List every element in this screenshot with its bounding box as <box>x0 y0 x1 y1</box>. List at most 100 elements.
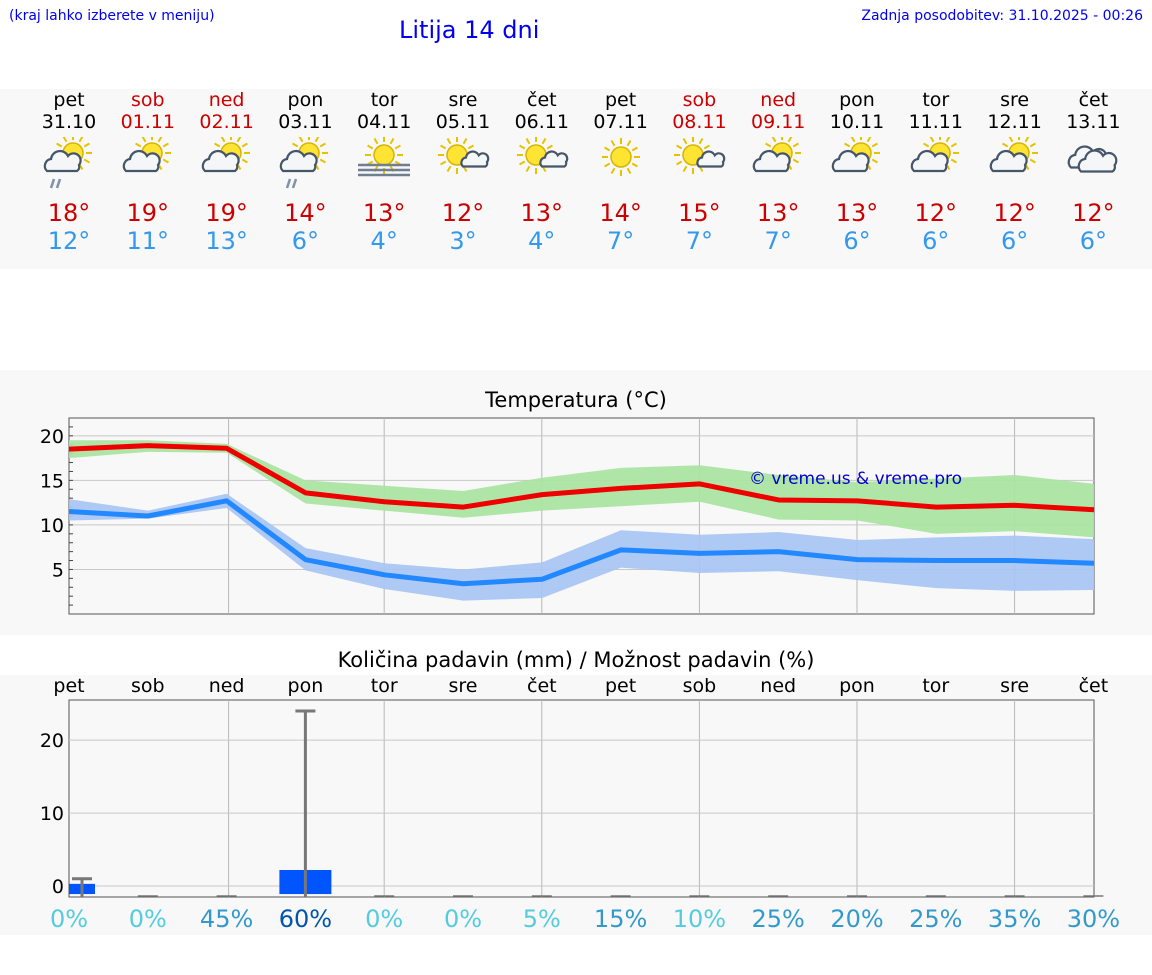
sun-fog-icon <box>354 136 414 197</box>
category-label: sre <box>1000 675 1029 697</box>
category-label: čet <box>1079 675 1109 697</box>
y-tick-label: 10 <box>40 803 64 825</box>
day-date: 31.10 <box>41 111 97 133</box>
temp-max: 12° <box>914 199 958 227</box>
day-date: 06.11 <box>514 111 569 133</box>
day-name: tor <box>370 89 398 111</box>
plot-area <box>68 699 1095 898</box>
day-name: tor <box>922 89 950 111</box>
sun-cloud-icon <box>985 134 1045 197</box>
precip-probability: 0% <box>129 905 167 933</box>
temperature-chart-title: Temperatura (°C) <box>485 388 667 412</box>
sun-small-cloud-icon <box>433 136 493 197</box>
precip-probability: 5% <box>523 905 561 933</box>
precip-probability: 0% <box>444 905 482 933</box>
category-label: pet <box>605 675 636 697</box>
series-min-line <box>68 498 1095 587</box>
series-max-line <box>68 443 1095 513</box>
day-date: 03.11 <box>278 111 333 133</box>
temp-max: 15° <box>678 199 721 227</box>
sun-cloud-icon <box>197 134 257 197</box>
day-date: 08.11 <box>672 111 727 133</box>
temp-max: 18° <box>47 199 91 227</box>
temp-max: 19° <box>205 199 248 227</box>
temp-max: 13° <box>520 199 564 227</box>
temp-max: 13° <box>756 199 800 227</box>
day-name: pet <box>53 89 85 111</box>
category-label: pet <box>53 675 84 697</box>
sun-icon <box>591 137 651 197</box>
y-tick-label: 15 <box>40 470 64 492</box>
day-date: 07.11 <box>593 111 648 133</box>
day-name: sre <box>1000 89 1030 111</box>
day-name: sre <box>448 89 478 111</box>
temp-max: 12° <box>993 199 1036 227</box>
precip-probability: 20% <box>830 905 883 933</box>
precip-probability: 30% <box>1067 905 1120 933</box>
day-date: 10.11 <box>829 111 885 133</box>
temp-min: 12° <box>47 227 91 255</box>
location-hint: (kraj lahko izberete v meniju) <box>9 8 215 24</box>
temp-min: 4° <box>528 227 556 255</box>
precip-probability: 45% <box>200 905 253 933</box>
day-date: 02.11 <box>199 111 254 133</box>
day-name: sob <box>131 89 165 111</box>
last-updated: Zadnja posodobitev: 31.10.2025 - 00:26 <box>861 8 1143 24</box>
temp-min: 6° <box>291 227 320 255</box>
day-name: čet <box>527 89 557 111</box>
day-date: 11.11 <box>908 111 963 133</box>
temp-min: 4° <box>370 227 398 255</box>
category-label: tor <box>371 675 398 697</box>
temp-max: 12° <box>441 199 485 227</box>
category-label: pon <box>839 675 875 697</box>
y-tick-label: 20 <box>40 730 64 752</box>
temp-min: 11° <box>126 227 170 255</box>
temp-max: 14° <box>599 199 642 227</box>
temp-min: 6° <box>1000 227 1029 255</box>
temp-max: 14° <box>284 199 327 227</box>
sun-small-cloud-icon <box>669 136 729 197</box>
series-min-band <box>69 493 1094 601</box>
day-name: čet <box>1078 89 1109 111</box>
precip-probability: 35% <box>988 905 1041 933</box>
day-name: ned <box>760 89 797 111</box>
y-tick-label: 5 <box>52 559 64 581</box>
page-title: Litija 14 dni <box>399 16 540 44</box>
precip-probability: 25% <box>909 905 962 933</box>
day-name: sob <box>682 89 717 111</box>
temp-max: 13° <box>835 199 879 227</box>
temp-max: 13° <box>362 199 406 227</box>
category-label: ned <box>209 675 245 697</box>
temperature-chart: 5 10 15 20 © vreme.us & vreme.pro <box>40 417 1095 615</box>
day-date: 01.11 <box>120 111 175 133</box>
y-tick-label: 10 <box>40 515 64 537</box>
sun-small-cloud-icon <box>512 136 572 197</box>
precip-probability: 10% <box>673 905 726 933</box>
day-name: pon <box>839 89 875 111</box>
precipitation-chart-title: Količina padavin (mm) / Možnost padavin … <box>337 648 815 672</box>
category-label: sob <box>683 675 717 697</box>
temp-min: 7° <box>685 227 714 255</box>
day-date: 04.11 <box>356 111 412 133</box>
day-date: 05.11 <box>435 111 491 133</box>
sun-cloud-icon <box>906 134 966 197</box>
sun-cloud-rain-icon <box>39 134 99 197</box>
cloud-icon <box>1063 137 1123 197</box>
temp-min: 7° <box>764 227 792 255</box>
sun-cloud-icon <box>118 134 178 197</box>
precip-probability: 60% <box>279 905 332 933</box>
precip-probability: 25% <box>752 905 805 933</box>
temp-min: 3° <box>449 227 477 255</box>
temp-min: 6° <box>1079 227 1108 255</box>
temp-min: 6° <box>922 227 950 255</box>
precipitation-chart: pet sob ned pon tor sre čet pet sob ned pon tor sre č… <box>40 675 1120 933</box>
category-label: tor <box>922 675 949 697</box>
day-name: ned <box>208 89 245 111</box>
category-label: pon <box>288 675 324 697</box>
day-date: 09.11 <box>750 111 806 133</box>
temp-min: 7° <box>606 227 635 255</box>
precip-probability: 15% <box>594 905 647 933</box>
precip-probability: 0% <box>50 905 88 933</box>
watermark: © vreme.us & vreme.pro <box>749 469 962 489</box>
